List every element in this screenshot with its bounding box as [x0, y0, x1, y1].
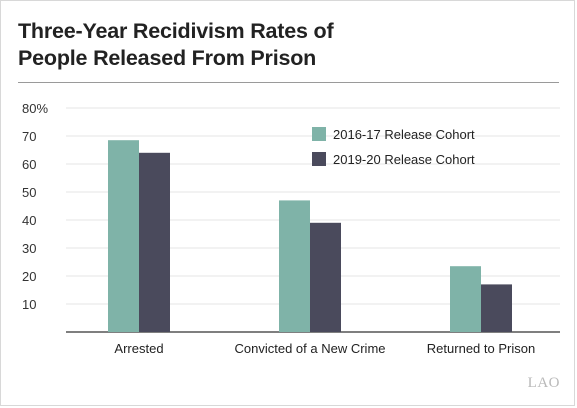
title-divider: [18, 82, 559, 83]
legend-label: 2016-17 Release Cohort: [333, 127, 475, 142]
bar: [481, 284, 512, 332]
bar: [108, 140, 139, 332]
y-tick-label: 70: [22, 129, 36, 144]
y-tick-label: 10: [22, 297, 36, 312]
bar: [310, 222, 341, 332]
y-tick-label: 30: [22, 241, 36, 256]
category-label: Arrested: [114, 341, 163, 356]
y-tick-label: 40: [22, 213, 36, 228]
bar: [450, 266, 481, 332]
y-tick-label: 80%: [22, 101, 48, 116]
bar: [279, 200, 310, 332]
chart-title-line-1: Three-Year Recidivism Rates of: [18, 19, 334, 43]
category-label: Returned to Prison: [427, 341, 535, 356]
legend-label: 2019-20 Release Cohort: [333, 152, 475, 167]
bar: [139, 152, 170, 332]
y-tick-label: 60: [22, 157, 36, 172]
category-label: Convicted of a New Crime: [235, 341, 386, 356]
chart-title: Three-Year Recidivism Rates of People Re…: [18, 18, 538, 72]
chart-title-line-2: People Released From Prison: [18, 46, 317, 70]
legend-swatch: [312, 127, 326, 141]
lao-logo: LAO: [527, 375, 560, 391]
y-tick-label: 20: [22, 269, 36, 284]
y-tick-label: 50: [22, 185, 36, 200]
legend-swatch: [312, 152, 326, 166]
